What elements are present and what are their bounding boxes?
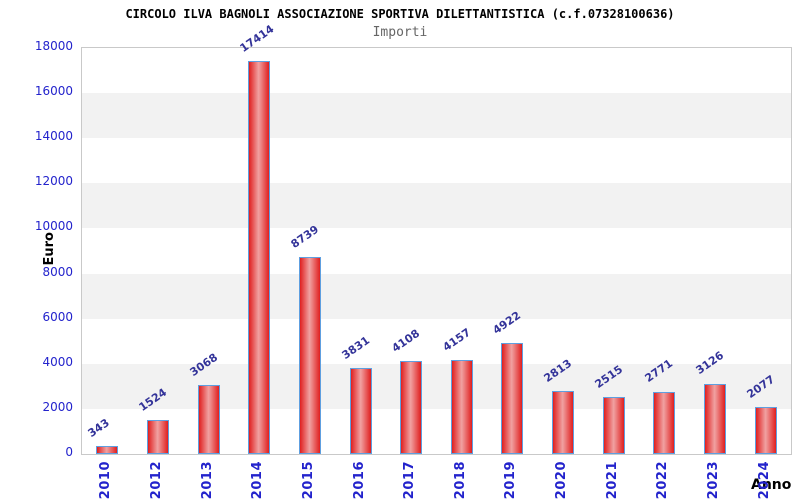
plot-area: 343 1524 3068 17414 8739 3831 4108 4157 4922 2813… <box>81 23 792 455</box>
chart-subtitle: Importi <box>372 25 428 40</box>
bar <box>754 407 777 454</box>
grid-band <box>82 183 791 229</box>
x-tick-label: 2023 <box>706 461 722 500</box>
y-tick-label: 16000 <box>34 84 73 99</box>
x-tick-label: 2016 <box>351 461 367 500</box>
x-tick-label: 2018 <box>452 461 468 500</box>
bar <box>298 256 321 454</box>
y-axis-title: Euro <box>42 232 57 266</box>
bar <box>146 419 169 454</box>
grid-band <box>82 273 791 319</box>
bar <box>349 367 372 454</box>
x-tick-label: 2013 <box>199 461 215 500</box>
bar <box>501 342 524 454</box>
x-tick-label: 2017 <box>402 461 418 500</box>
bar <box>704 383 727 454</box>
grid-band <box>82 93 791 139</box>
bar <box>96 446 119 454</box>
y-tick-label: 12000 <box>34 174 73 189</box>
chart-title: CIRCOLO ILVA BAGNOLI ASSOCIAZIONE SPORTI… <box>125 7 675 21</box>
y-tick-label: 2000 <box>42 399 73 414</box>
bar-value-label: 343 <box>85 416 113 441</box>
bar-value-label: 4157 <box>440 326 473 355</box>
x-tick-label: 2012 <box>148 461 164 500</box>
x-tick-label: 2014 <box>250 461 266 500</box>
x-tick-label: 2024 <box>756 461 772 500</box>
x-axis-title: Anno <box>751 477 792 493</box>
x-tick-label: 2010 <box>98 461 114 500</box>
x-tick-label: 2020 <box>554 461 570 500</box>
x-tick-label: 2022 <box>655 461 671 500</box>
bar-value-label: 3831 <box>339 333 372 362</box>
y-tick-label: 6000 <box>42 309 73 324</box>
y-tick-label: 8000 <box>42 264 73 279</box>
x-tick-label: 2019 <box>503 461 519 500</box>
y-tick-label: 18000 <box>34 39 73 53</box>
x-tick-label: 2015 <box>300 461 316 500</box>
y-tick-label: 4000 <box>42 354 73 369</box>
bar <box>450 360 473 454</box>
y-tick-label: 0 <box>65 445 73 459</box>
x-tick-label: 2021 <box>604 461 620 500</box>
bar <box>197 384 220 454</box>
bar <box>653 391 676 454</box>
bar-value-label: 4108 <box>389 327 423 356</box>
y-tick-label: 14000 <box>34 129 73 144</box>
bar <box>602 397 625 454</box>
bar <box>552 390 575 454</box>
bar <box>248 61 271 454</box>
bar <box>400 361 423 454</box>
y-tick-label: 10000 <box>34 219 73 234</box>
